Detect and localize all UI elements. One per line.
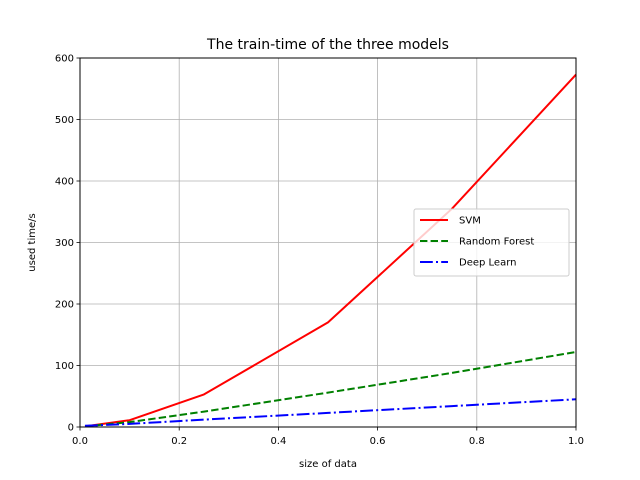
x-tick-label: 0.6 <box>370 436 386 447</box>
y-tick-label: 600 <box>55 54 74 65</box>
x-tick-label: 0.2 <box>171 436 187 447</box>
y-axis-ticks: 0 100 200 300 400 500 600 <box>55 54 80 434</box>
x-tick-label: 0.8 <box>469 436 485 447</box>
y-tick-label: 300 <box>55 238 74 249</box>
series-line-svm <box>84 73 577 428</box>
legend-label-deep-learn: Deep Learn <box>459 258 516 269</box>
x-axis-label: size of data <box>299 459 357 470</box>
y-tick-label: 0 <box>68 423 74 434</box>
legend-box <box>413 208 570 277</box>
y-axis-label: used time/s <box>27 213 38 271</box>
y-tick-label: 500 <box>55 115 74 126</box>
legend: SVM Random Forest Deep Learn <box>413 208 570 277</box>
series-line-random-forest <box>84 351 577 428</box>
y-tick-label: 200 <box>55 300 74 311</box>
legend-label-svm: SVM <box>459 216 481 227</box>
x-tick-label: 0.4 <box>270 436 286 447</box>
legend-label-random-forest: Random Forest <box>459 237 534 248</box>
plot-lines <box>84 73 577 428</box>
chart-title: The train-time of the three models <box>206 37 449 53</box>
series-line-deep-learn <box>84 398 577 427</box>
x-tick-label: 0.0 <box>72 436 88 447</box>
y-tick-label: 100 <box>55 361 74 372</box>
x-tick-label: 1.0 <box>568 436 584 447</box>
y-tick-label: 400 <box>55 177 74 188</box>
x-axis-ticks: 0.0 0.2 0.4 0.6 0.8 1.0 <box>72 427 584 447</box>
